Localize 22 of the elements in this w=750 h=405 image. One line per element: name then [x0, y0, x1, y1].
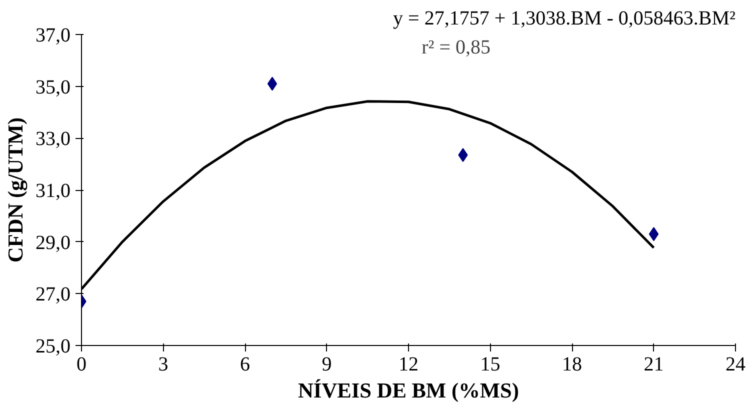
- y-tick-label: 37,0: [36, 24, 70, 46]
- x-tick-label: 18: [562, 354, 582, 376]
- y-tick-label: 29,0: [36, 232, 70, 254]
- x-tick-label: 21: [644, 354, 664, 376]
- y-tick-label: 31,0: [36, 180, 70, 202]
- x-tick-label: 12: [398, 354, 418, 376]
- x-tick-label: 6: [240, 354, 250, 376]
- x-tick-label: 0: [76, 354, 86, 376]
- x-tick-label: 15: [480, 354, 500, 376]
- x-tick-label: 3: [158, 354, 168, 376]
- point: [648, 227, 659, 242]
- x-tick-label: 24: [726, 354, 746, 376]
- y-tick-label: 25,0: [36, 336, 70, 358]
- x-tick-label: 9: [322, 354, 332, 376]
- text: y = 27,1757 + 1,3038.BM - 0,058463.BM²: [393, 8, 736, 30]
- y-axis-title: CFDN (g/UTM): [4, 117, 28, 263]
- y-tick-label: 27,0: [36, 284, 70, 306]
- annotation: r² = 0,85: [422, 36, 491, 58]
- y-tick-label: 35,0: [36, 76, 70, 98]
- point: [267, 76, 278, 91]
- y-tick-label: 33,0: [36, 128, 70, 150]
- x-axis-title: NÍVEIS DE BM (%MS): [298, 378, 519, 402]
